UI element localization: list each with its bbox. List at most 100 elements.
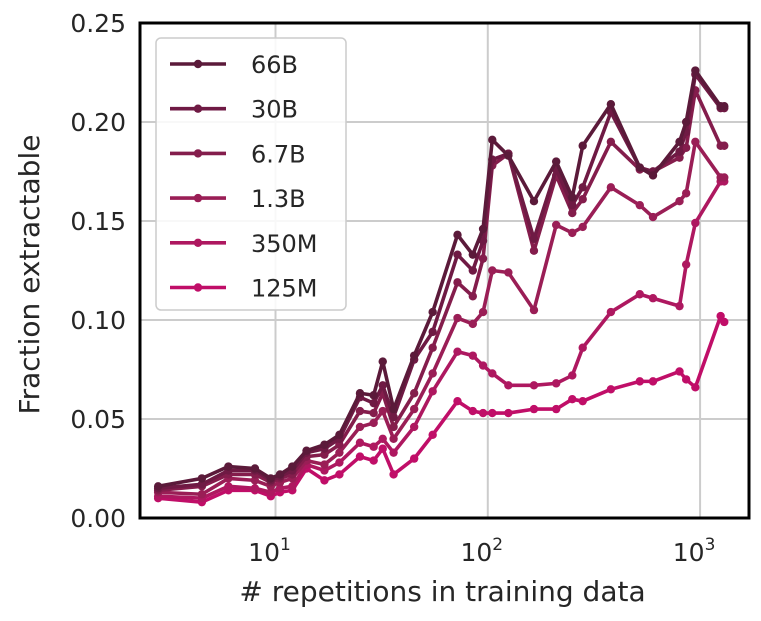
data-point bbox=[153, 482, 163, 491]
series-layer bbox=[153, 66, 729, 507]
data-point bbox=[488, 135, 497, 145]
legend-swatch-marker bbox=[193, 59, 203, 69]
legend-item-6.7B: 6.7B bbox=[170, 140, 306, 168]
data-point bbox=[691, 383, 700, 392]
y-tick-label: 0.15 bbox=[70, 207, 126, 236]
data-point bbox=[478, 224, 488, 234]
data-point bbox=[453, 278, 462, 287]
data-point bbox=[691, 137, 700, 146]
legend: 66B 30B 6.7B 1.3B 350M 125M bbox=[155, 37, 347, 311]
data-point bbox=[369, 398, 378, 408]
data-point bbox=[428, 430, 437, 440]
data-point bbox=[635, 290, 644, 299]
data-point bbox=[389, 422, 398, 432]
data-point bbox=[488, 266, 497, 275]
data-point bbox=[409, 404, 419, 414]
data-point bbox=[428, 387, 437, 396]
data-point bbox=[568, 193, 577, 202]
data-point bbox=[389, 412, 398, 422]
legend-label: 6.7B bbox=[251, 140, 306, 168]
data-point bbox=[578, 141, 587, 150]
data-point bbox=[266, 474, 275, 483]
legend-item-1.3B: 1.3B bbox=[170, 185, 306, 213]
x-tick-label: 101 bbox=[248, 535, 291, 567]
data-point bbox=[378, 406, 387, 416]
data-point bbox=[478, 254, 488, 263]
data-point bbox=[648, 294, 658, 303]
data-point bbox=[606, 99, 616, 109]
data-point bbox=[378, 434, 387, 443]
y-tick-label: 0.20 bbox=[70, 108, 126, 137]
data-point bbox=[224, 462, 233, 471]
data-point bbox=[369, 408, 378, 418]
data-point bbox=[275, 484, 285, 493]
data-point bbox=[675, 153, 684, 162]
legend-item-30B: 30B bbox=[170, 96, 298, 124]
data-point bbox=[691, 66, 700, 75]
data-point bbox=[488, 369, 497, 378]
data-point bbox=[504, 381, 513, 390]
legend-swatch-marker bbox=[193, 104, 203, 113]
data-point bbox=[468, 406, 478, 416]
data-point bbox=[197, 474, 207, 483]
data-point bbox=[478, 361, 488, 370]
data-point bbox=[409, 389, 419, 398]
data-point bbox=[568, 371, 577, 380]
data-point bbox=[551, 404, 561, 414]
data-point bbox=[320, 450, 329, 459]
y-axis-ticks: 0.00 0.05 0.10 0.15 0.20 0.25 bbox=[70, 9, 126, 533]
data-point bbox=[378, 381, 387, 390]
data-point bbox=[551, 157, 561, 166]
legend-item-125M: 125M bbox=[170, 275, 318, 303]
data-point bbox=[389, 404, 398, 414]
data-point bbox=[428, 369, 437, 378]
data-point bbox=[681, 143, 691, 152]
data-point bbox=[720, 317, 729, 327]
x-tick-label: 102 bbox=[460, 535, 503, 567]
data-point bbox=[369, 456, 378, 465]
data-point bbox=[355, 406, 365, 416]
x-axis-ticks: 101 102 103 bbox=[248, 535, 715, 567]
data-point bbox=[355, 389, 365, 398]
data-point bbox=[551, 379, 561, 388]
data-point bbox=[675, 301, 684, 311]
data-point bbox=[720, 173, 729, 182]
data-point bbox=[320, 476, 329, 485]
data-point bbox=[720, 101, 729, 111]
data-point bbox=[369, 418, 378, 428]
data-point bbox=[468, 351, 478, 360]
data-point bbox=[355, 438, 365, 447]
data-point bbox=[453, 250, 462, 259]
data-point bbox=[335, 458, 344, 467]
data-point bbox=[606, 137, 616, 146]
legend-label: 125M bbox=[251, 275, 318, 303]
legend-item-66B: 66B bbox=[170, 51, 298, 79]
data-point bbox=[504, 408, 513, 418]
data-point bbox=[578, 195, 587, 204]
data-point bbox=[529, 234, 539, 244]
data-point bbox=[681, 260, 691, 269]
data-point bbox=[275, 470, 285, 479]
data-point bbox=[681, 375, 691, 384]
data-point bbox=[606, 385, 616, 394]
data-point bbox=[355, 452, 365, 461]
y-tick-label: 0.10 bbox=[70, 306, 126, 335]
data-point bbox=[320, 460, 329, 469]
data-point bbox=[453, 230, 462, 240]
data-point bbox=[478, 408, 488, 418]
legend-label: 350M bbox=[251, 230, 318, 258]
data-point bbox=[197, 490, 207, 499]
data-point bbox=[648, 377, 658, 386]
data-point bbox=[250, 464, 260, 473]
legend-item-350M: 350M bbox=[170, 230, 318, 258]
legend-swatch-marker bbox=[193, 193, 203, 203]
data-point bbox=[568, 200, 577, 210]
data-point bbox=[453, 347, 462, 356]
y-tick-label: 0.25 bbox=[70, 9, 126, 38]
data-point bbox=[335, 448, 344, 457]
data-point bbox=[504, 268, 513, 277]
data-point bbox=[681, 189, 691, 198]
data-point bbox=[675, 367, 684, 376]
data-point bbox=[675, 147, 684, 156]
